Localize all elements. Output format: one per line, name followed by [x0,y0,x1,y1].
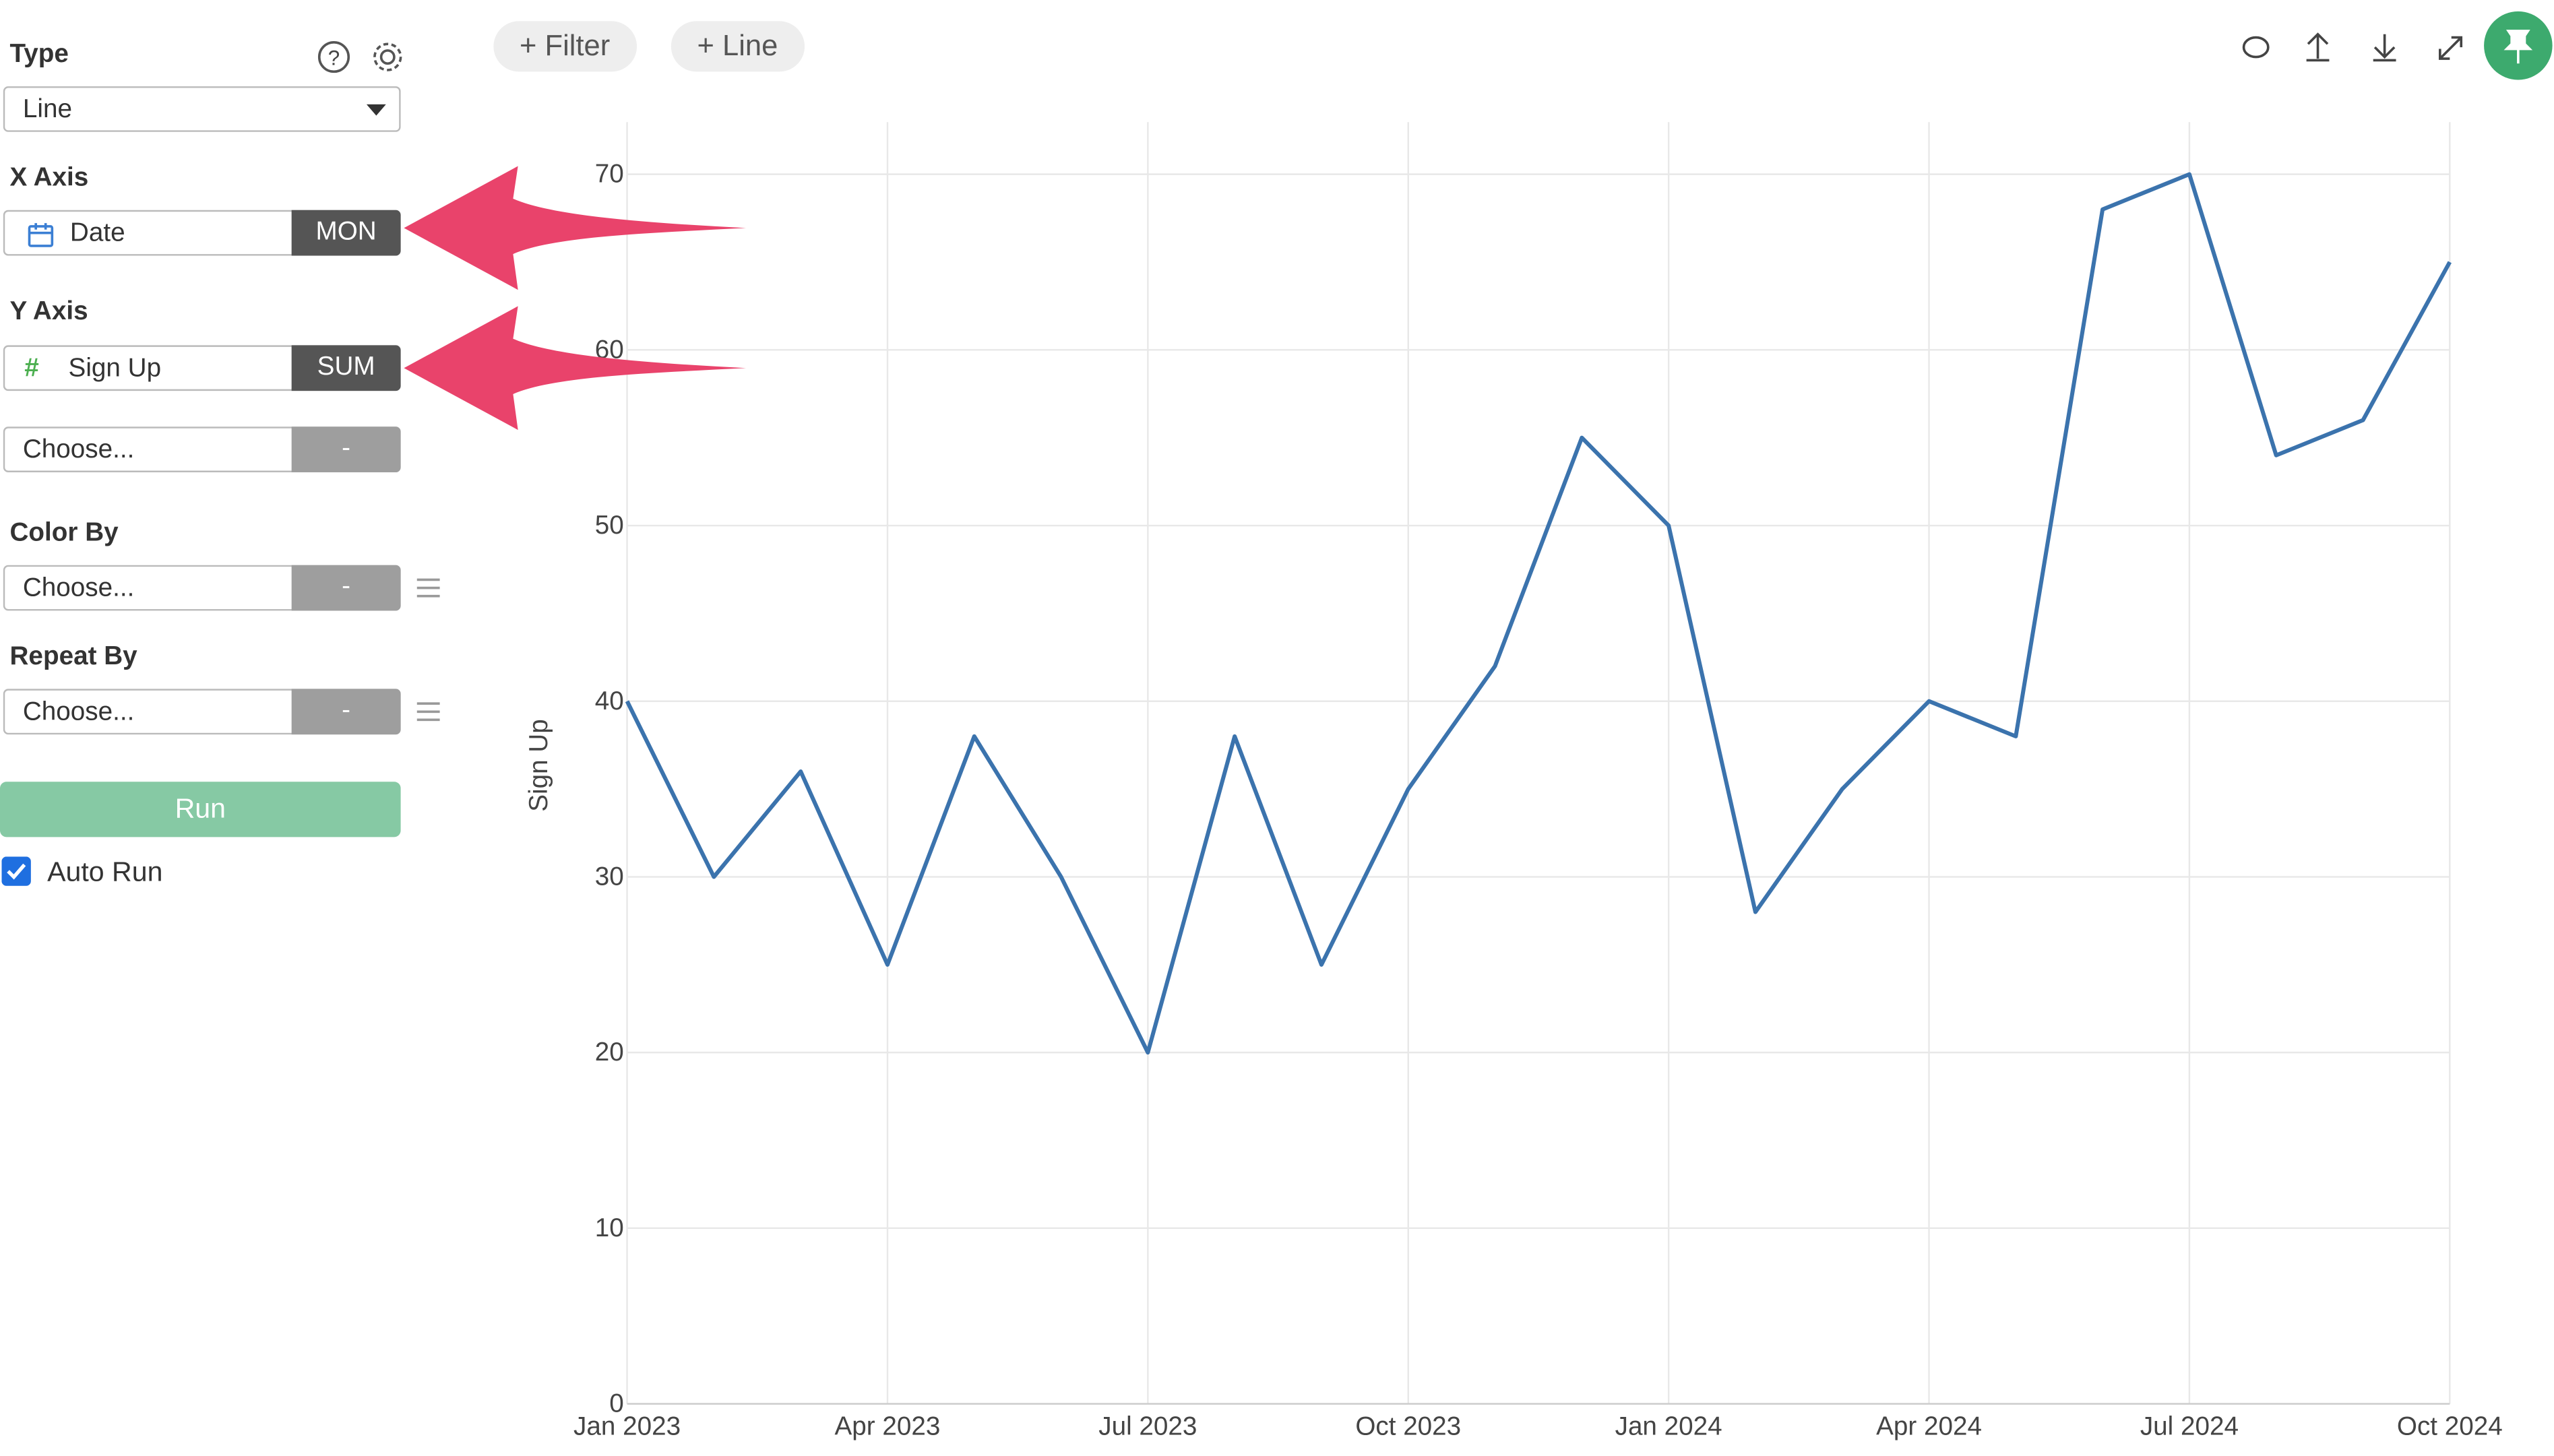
y-choose-agg[interactable]: - [291,426,401,472]
filter-button[interactable]: + Filter [493,21,636,72]
color-agg[interactable]: - [291,565,401,611]
x-field-name: Date [69,220,125,248]
y-choose-text: Choose... [22,436,135,464]
type-label: Type [9,40,69,69]
svg-text:?: ? [328,46,340,70]
y-tick-label: 50 [595,511,624,540]
repeat-by-label: Repeat By [9,643,137,671]
y-axis-label: Y Axis [9,298,88,326]
auto-run-label: Auto Run [47,856,163,888]
menu-icon[interactable] [415,700,441,723]
y-tick-label: 0 [609,1389,624,1418]
x-tick-label: Oct 2024 [2397,1412,2503,1441]
type-select[interactable]: Line [3,86,401,132]
y-field[interactable]: # Sign Up SUM [3,345,401,391]
repeat-choose[interactable]: Choose... - [3,689,401,735]
x-tick-label: Jul 2024 [2140,1412,2239,1441]
x-tick-label: Apr 2023 [835,1412,941,1441]
x-field[interactable]: Date MON [3,210,401,256]
color-choose[interactable]: Choose... - [3,565,401,611]
caret [366,104,386,116]
color-choose-text: Choose... [22,575,135,603]
type-icons: ? [317,41,402,73]
color-by-label: Color By [9,519,119,548]
x-tick-label: Jan 2023 [573,1412,681,1441]
auto-run-checkbox[interactable] [1,856,31,886]
pin-icon [2503,30,2533,64]
arrow [404,306,747,431]
repeat-choose-text: Choose... [22,698,135,727]
y-tick-label: 40 [595,687,624,716]
toolbar-icons[interactable] [2242,32,2463,62]
y-choose[interactable]: Choose... - [3,426,401,472]
x-tick-label: Oct 2023 [1355,1412,1461,1441]
y-tick-label: 70 [595,160,624,189]
y-field-name: Sign Up [68,354,162,383]
filter-text: Filter [544,29,611,62]
repeat-agg[interactable]: - [291,689,401,735]
hash-icon: # [24,354,39,383]
line-text: Line [722,29,778,62]
menu-icon[interactable] [415,577,441,600]
x-tick-label: Jan 2024 [1615,1412,1722,1441]
calendar-icon [28,223,54,247]
y-axis-title: Sign Up [524,719,553,812]
arrow [404,166,747,290]
y-tick-label: 30 [595,862,624,891]
line [625,172,2452,1055]
x-axis-label: X Axis [9,164,89,193]
y-tick-label: 10 [595,1213,624,1242]
line-button[interactable]: + Line [671,21,804,72]
x-agg[interactable]: MON [291,210,401,256]
run-button[interactable]: Run [0,782,401,837]
x-tick-label: Apr 2024 [1876,1412,1982,1441]
y-agg[interactable]: SUM [291,345,401,391]
y-tick-label: 20 [595,1038,624,1067]
type-value: Line [22,96,72,124]
x-tick-label: Jul 2023 [1098,1412,1197,1441]
